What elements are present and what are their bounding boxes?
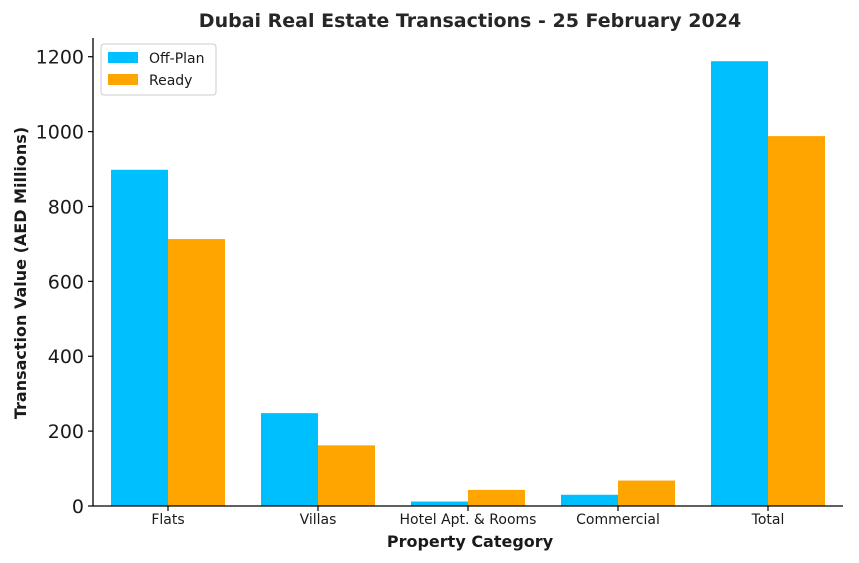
legend: Off-Plan Ready [100,43,217,96]
y-axis-title: Transaction Value (AED Millions) [11,127,30,419]
bar-ready-flats [168,239,225,506]
bar-ready-villas [318,445,375,506]
legend-label: Off-Plan [149,51,205,67]
legend-swatch [108,74,138,85]
bar-ready-total [768,136,825,506]
bar-off-plan-commercial [561,494,618,506]
x-tick-label: Total [751,512,785,528]
x-tick-label: Villas [300,512,337,528]
y-tick-label: 600 [48,271,84,293]
x-axis-ticks: Flats Villas Hotel Apt. & Rooms Commercial T… [151,506,784,528]
bar-ready-hotel-apt-rooms [468,489,525,506]
x-axis-title: Property Category [387,532,554,551]
y-axis-ticks: 0 200 400 600 800 1000 1200 [36,47,93,518]
chart-title: Dubai Real Estate Transactions - 25 Febr… [199,10,741,32]
y-tick-label: 1200 [36,47,84,69]
y-tick-label: 200 [48,421,84,443]
x-tick-label: Commercial [576,512,660,528]
legend-label: Ready [149,73,192,89]
y-tick-label: 1000 [36,122,84,144]
bar-ready-commercial [618,480,675,506]
y-tick-label: 400 [48,346,84,368]
x-tick-label: Flats [151,512,184,528]
bar-off-plan-hotel-apt-rooms [411,501,468,506]
bar-off-plan-total [711,61,768,506]
legend-swatch [108,52,138,63]
bar-off-plan-villas [261,413,318,506]
bar-off-plan-flats [111,169,168,506]
x-tick-label: Hotel Apt. & Rooms [400,512,537,528]
plot-area [92,38,843,507]
y-tick-label: 0 [72,496,84,518]
y-tick-label: 800 [48,196,84,218]
